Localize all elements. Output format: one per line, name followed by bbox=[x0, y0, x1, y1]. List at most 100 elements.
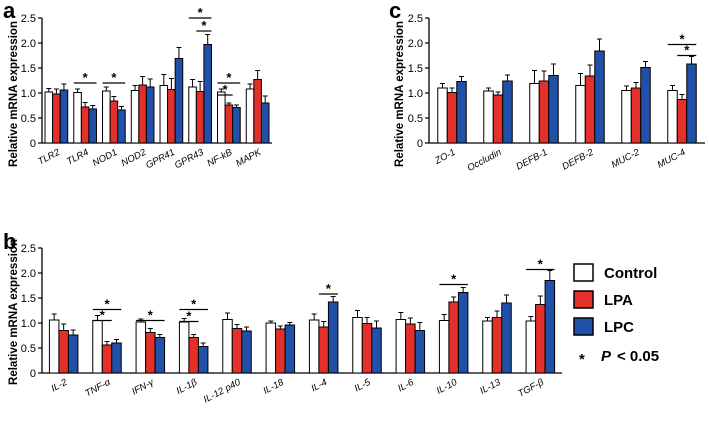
panel-a-bar-control bbox=[102, 90, 111, 144]
panel-a-y-tick-label: 0 bbox=[30, 138, 36, 150]
panel-c-category-label: ZO-1 bbox=[432, 147, 457, 167]
panel-a-bar-lpc bbox=[59, 89, 69, 144]
panel-a-significance-star: * bbox=[198, 5, 204, 20]
panel-a-significance-star: * bbox=[223, 82, 229, 97]
panel-a-y-tick-label: 1.0 bbox=[21, 88, 36, 100]
panel-b-bar-lpc bbox=[284, 324, 296, 374]
panel-b-bar-control bbox=[352, 317, 363, 374]
panel-a-bar-lpc bbox=[232, 107, 241, 144]
panel-b-bar-control bbox=[135, 321, 147, 374]
panel-c-significance-star: * bbox=[679, 32, 685, 47]
panel-c-category-label: Occludin bbox=[466, 147, 504, 174]
legend-label-lpc: LPC bbox=[604, 319, 634, 336]
panel-b-bar-control bbox=[178, 321, 190, 374]
panel-c-bar-lpa bbox=[676, 99, 688, 144]
panel-a-y-axis-title: Relative mRNA expression bbox=[8, 21, 20, 167]
panel-c-category-label: DEFB-2 bbox=[560, 147, 596, 173]
panel-b-y-axis-title: Relative mRNA expression bbox=[8, 239, 20, 385]
panel-b-category-label: IL-12 p40 bbox=[202, 377, 243, 406]
panel-b-significance-star: * bbox=[148, 308, 154, 323]
panel-a-bar-lpa bbox=[195, 91, 205, 144]
panel-label-c: c bbox=[389, 0, 401, 23]
panel-c-y-tick-label: 1.0 bbox=[408, 88, 423, 100]
panel-b-y-tick-label: 2.5 bbox=[21, 243, 36, 255]
panel-b-bar-lpc bbox=[241, 330, 252, 374]
panel-b-bar-lpa bbox=[535, 304, 546, 374]
panel-b-bar-lpc bbox=[414, 330, 426, 374]
panel-c-y-axis-title: Relative mRNA expression bbox=[394, 21, 406, 167]
panel-b-bar-lpa bbox=[231, 328, 243, 374]
panel-a-bar-control bbox=[159, 85, 169, 144]
panel-b-significance-star: * bbox=[100, 308, 106, 323]
panel-b-bar-lpa bbox=[101, 344, 113, 374]
panel-b-bar-control bbox=[525, 320, 537, 374]
panel-b-y-tick-label: 1.5 bbox=[21, 293, 36, 305]
panel-c-bar-lpa bbox=[446, 92, 458, 144]
panel-c-category-label: MUC-4 bbox=[656, 147, 688, 171]
panel-a-bar-lpa bbox=[80, 106, 90, 144]
panel-b-bar-lpa bbox=[361, 323, 373, 374]
panel-a-significance-star: * bbox=[83, 70, 89, 85]
panel-a-bar-lpa bbox=[52, 93, 61, 144]
panel-b-bar-lpc bbox=[111, 342, 122, 374]
panel-c-y-tick-label: 0.5 bbox=[408, 113, 423, 125]
panel-a-y-tick-label: 2.0 bbox=[21, 38, 36, 50]
panel-c-bar-control bbox=[529, 83, 540, 144]
panel-b-y-tick-label: 0 bbox=[30, 368, 36, 380]
legend: Control LPA LPC * P < 0.05 bbox=[573, 263, 659, 368]
panel-a-bar-control bbox=[217, 91, 226, 144]
panel-c-bar-control bbox=[483, 90, 494, 144]
panel-c-bar-lpc bbox=[594, 50, 605, 144]
panel-b-bar-control bbox=[482, 320, 493, 374]
panel-a-bar-lpa bbox=[253, 79, 262, 144]
panel-a-category-label: GPR41 bbox=[144, 147, 177, 171]
panel-a-category-label: GPR43 bbox=[173, 147, 206, 172]
panel-c-y-tick-label: 2.5 bbox=[408, 13, 423, 25]
panel-b-significance-star: * bbox=[104, 297, 110, 312]
panel-a-bar-control bbox=[73, 92, 82, 144]
panel-b-significance-star: * bbox=[451, 272, 457, 287]
panel-a-category-label: NOD2 bbox=[120, 147, 149, 169]
panel-a-y-tick-label: 2.5 bbox=[21, 13, 36, 25]
panel-b-category-label: IL-6 bbox=[396, 377, 416, 395]
panel-label-b: b bbox=[3, 229, 16, 254]
panel-a-bar-lpa bbox=[138, 84, 147, 144]
panel-b-bar-lpc bbox=[154, 337, 166, 374]
panel-b-bar-lpc bbox=[327, 301, 339, 374]
panel-b-category-label: IL-13 bbox=[478, 377, 503, 397]
panel-a-y-tick-label: 1.5 bbox=[21, 63, 36, 75]
panel-b-category-label: IL-10 bbox=[435, 377, 460, 397]
panel-a-bar-control bbox=[130, 90, 140, 144]
panel-b-y-tick-label: 1.0 bbox=[21, 318, 36, 330]
panel-a-category-label: NOD1 bbox=[91, 147, 119, 169]
legend-significance-p: P bbox=[601, 348, 612, 365]
panel-b-bar-control bbox=[48, 319, 60, 374]
panel-b-bar-lpa bbox=[145, 332, 156, 374]
panel-b-category-label: IL-18 bbox=[261, 377, 286, 397]
panel-a-category-label: TLR4 bbox=[65, 147, 91, 168]
panel-c-category-label: DEFB-1 bbox=[514, 147, 549, 173]
panel-b-category-label: IL-5 bbox=[353, 377, 373, 395]
panel-label-a: a bbox=[3, 0, 16, 23]
panel-b-bar-lpa bbox=[405, 323, 416, 374]
panel-a-category-label: NF-kB bbox=[205, 147, 235, 170]
panel-b-bar-lpc bbox=[501, 302, 512, 374]
legend-significance-star: * bbox=[579, 351, 585, 368]
panel-b-y-tick-label: 0.5 bbox=[21, 343, 36, 355]
panel-b-bar-lpc bbox=[371, 327, 382, 374]
panel-c-bar-lpc bbox=[456, 81, 467, 144]
panel-b-chart: 0 0.5 1.0 1.5 2.0 2.5 IL-2 TNF-α IFN-γ IL-1β IL-12… bbox=[21, 243, 562, 406]
panel-b-bar-control bbox=[265, 322, 277, 374]
panel-a-bar-control bbox=[245, 88, 255, 144]
panel-b-category-label: TGF-β bbox=[516, 377, 546, 400]
panel-b-bar-control bbox=[222, 319, 233, 374]
panel-b-y-tick-label: 2.0 bbox=[21, 268, 36, 280]
panel-c-bar-control bbox=[667, 90, 678, 144]
panel-b-bar-lpc bbox=[67, 334, 79, 374]
panel-c-bar-lpc bbox=[502, 80, 513, 144]
panel-b-bar-lpc bbox=[457, 292, 469, 374]
panel-a-bar-lpc bbox=[117, 109, 126, 144]
legend-label-control: Control bbox=[604, 265, 657, 282]
panel-c-bar-lpc bbox=[640, 67, 651, 144]
panel-c-bar-lpa bbox=[584, 75, 596, 144]
